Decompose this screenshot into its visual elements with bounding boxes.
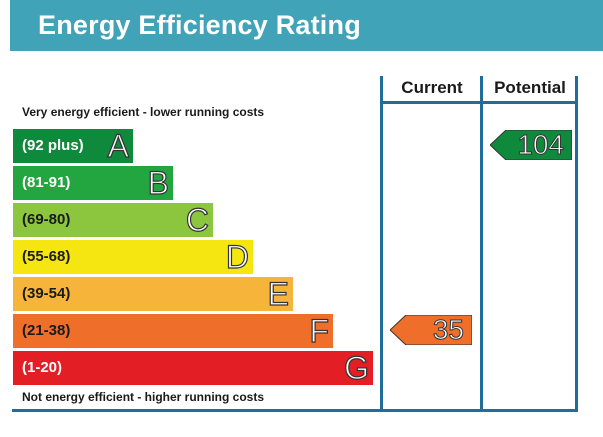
band-letter: A <box>107 127 130 164</box>
band-b: (81-91) B <box>13 164 173 202</box>
band-letter: E <box>267 275 290 312</box>
band-letter: D <box>225 238 249 275</box>
current-rating-value: 35 <box>432 314 464 345</box>
potential-column-header: Potential <box>494 78 566 97</box>
current-arrow-shape <box>390 315 472 345</box>
frame-middle-line <box>480 76 483 412</box>
potential-arrow-shape <box>490 130 572 160</box>
band-range-label: (92 plus) <box>22 137 84 154</box>
frame-right-line <box>575 76 578 412</box>
band-range-label: (1-20) <box>22 359 63 376</box>
band-range-label: (81-91) <box>22 174 71 191</box>
potential-rating-value: 104 <box>517 129 565 160</box>
band-range-label: (55-68) <box>22 248 71 265</box>
band-f: (21-38) F <box>13 312 333 350</box>
band-c: (69-80) C <box>13 201 213 239</box>
band-e: (39-54) E <box>13 275 293 313</box>
frame-header-divider <box>380 101 578 104</box>
bottom-caption: Not energy efficient - higher running co… <box>22 390 265 404</box>
band-range-label: (39-54) <box>22 285 71 302</box>
band-g: (1-20) G <box>13 349 373 387</box>
header-bar: Energy Efficiency Rating <box>10 0 603 51</box>
band-a: (92 plus) A <box>13 127 133 165</box>
page-title: Energy Efficiency Rating <box>38 10 361 40</box>
top-caption: Very energy efficient - lower running co… <box>22 105 265 119</box>
potential-rating-arrow: 104 <box>490 129 572 160</box>
frame-bottom-line <box>12 409 578 412</box>
current-column-header: Current <box>401 78 463 97</box>
band-range-label: (69-80) <box>22 211 71 228</box>
band-d: (55-68) D <box>13 238 253 276</box>
band-letter: G <box>344 349 370 386</box>
current-rating-arrow: 35 <box>390 314 472 345</box>
band-letter: B <box>147 164 170 201</box>
frame-left-line <box>380 76 383 412</box>
band-letter: C <box>185 201 209 238</box>
band-range-label: (21-38) <box>22 322 71 339</box>
band-letter: F <box>309 312 330 349</box>
